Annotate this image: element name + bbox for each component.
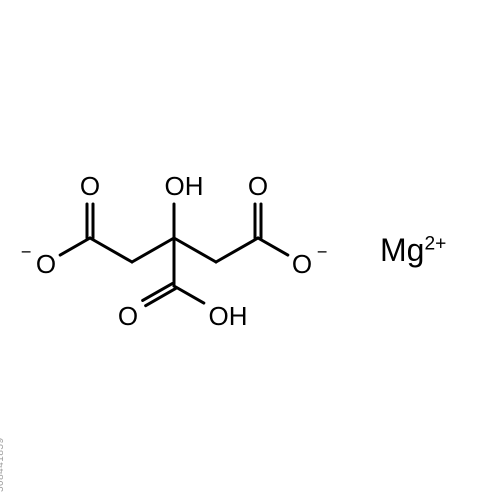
charge-label: − xyxy=(21,243,32,261)
atom-label: O xyxy=(292,251,312,277)
charge-label: − xyxy=(317,243,328,261)
atom-label: O xyxy=(118,303,138,329)
ion-element: Mg xyxy=(380,232,424,268)
ion-charge: 2+ xyxy=(424,233,446,254)
atom-label: OH xyxy=(209,303,248,329)
atom-label: O xyxy=(80,173,100,199)
atom-label: O xyxy=(248,173,268,199)
watermark-id: 508441859 xyxy=(0,437,6,492)
atom-label: O xyxy=(36,251,56,277)
chemical-diagram: OO−OHOOHOO− Mg2+ 508441859 xyxy=(0,0,500,500)
magnesium-ion-label: Mg2+ xyxy=(380,234,446,266)
atom-label: OH xyxy=(165,173,204,199)
